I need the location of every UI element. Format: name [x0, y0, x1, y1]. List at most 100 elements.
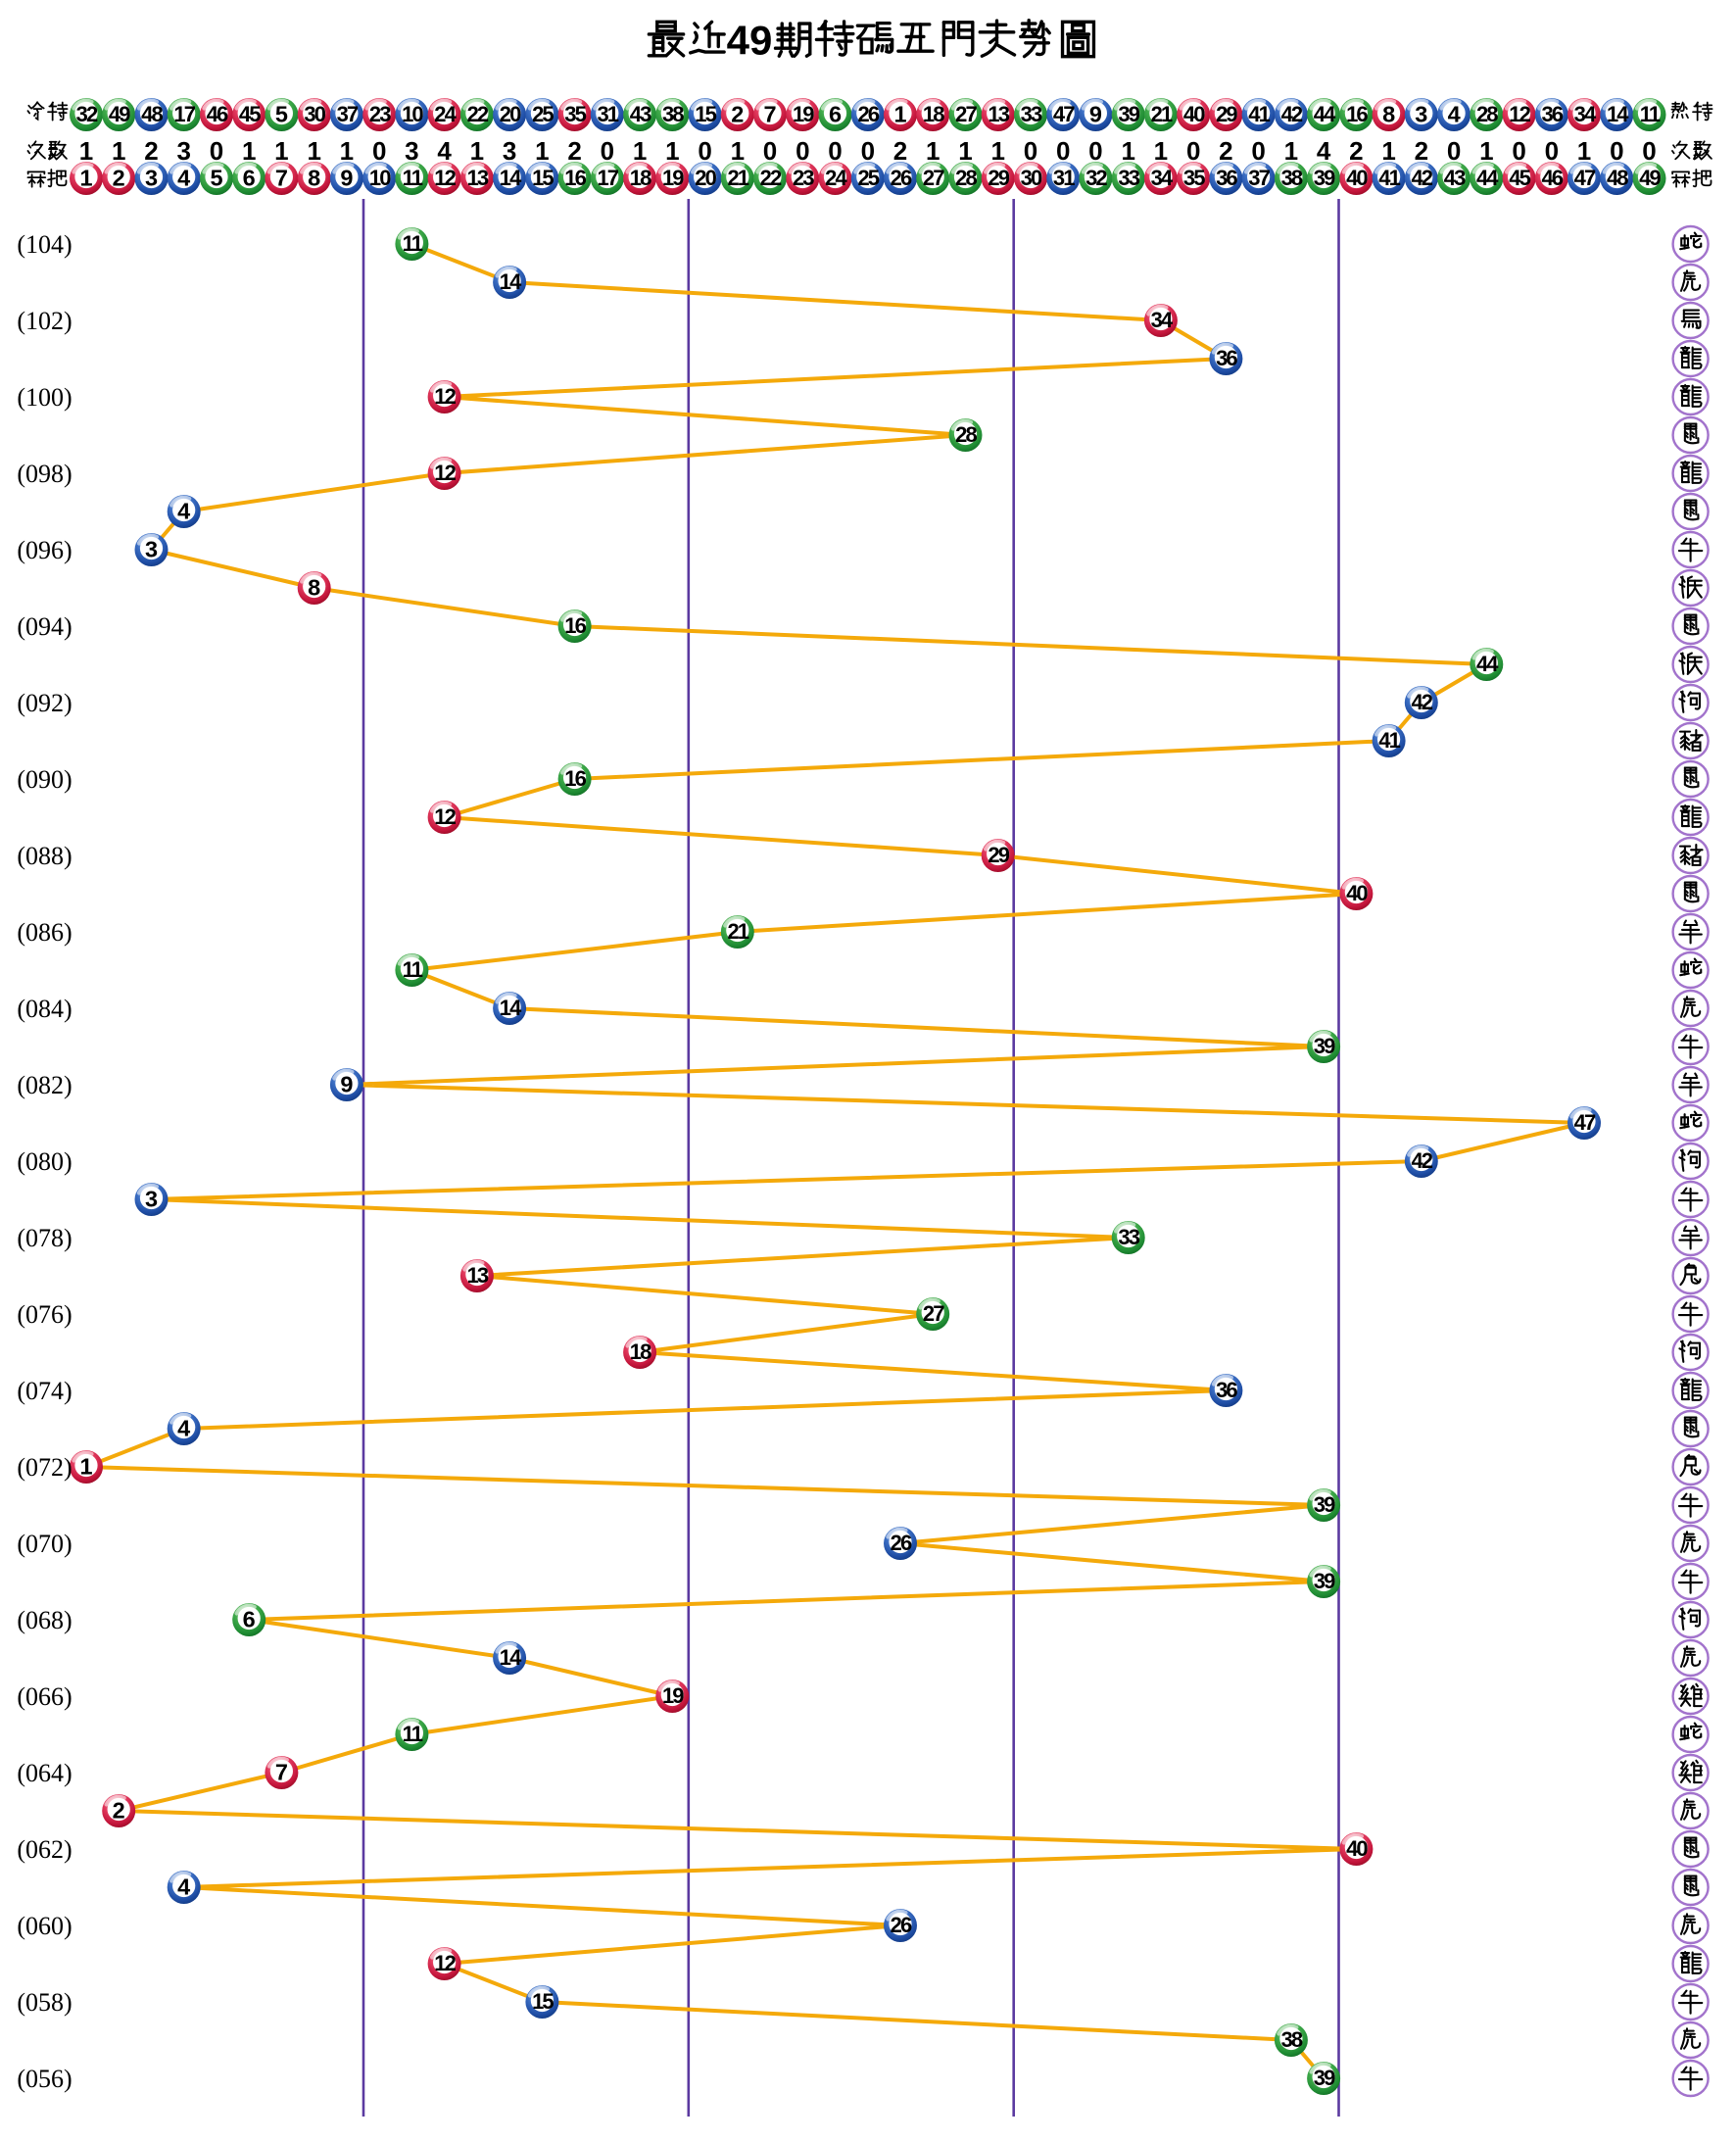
svg-text:33: 33 — [1021, 102, 1042, 126]
svg-text:7: 7 — [763, 102, 776, 127]
svg-text:21: 21 — [727, 919, 748, 944]
svg-text:(058): (058) — [17, 1988, 72, 2017]
svg-text:7: 7 — [275, 166, 288, 191]
svg-text:(090): (090) — [17, 765, 72, 794]
svg-text:12: 12 — [1509, 102, 1530, 126]
svg-text:0: 0 — [210, 136, 223, 166]
svg-text:2: 2 — [1219, 136, 1232, 166]
svg-text:1: 1 — [274, 136, 288, 166]
svg-text:40: 40 — [1346, 166, 1368, 190]
svg-text:1: 1 — [893, 102, 906, 127]
svg-text:16: 16 — [564, 613, 586, 638]
svg-text:26: 26 — [891, 166, 912, 190]
svg-text:15: 15 — [532, 166, 554, 190]
svg-text:(060): (060) — [17, 1912, 72, 1940]
svg-text:42: 42 — [1281, 102, 1303, 126]
svg-text:0: 0 — [601, 136, 614, 166]
svg-text:35: 35 — [564, 102, 586, 126]
svg-text:18: 18 — [630, 166, 651, 190]
svg-text:1: 1 — [1577, 136, 1591, 166]
svg-text:28: 28 — [1476, 102, 1498, 126]
svg-text:8: 8 — [308, 166, 320, 191]
svg-text:2: 2 — [893, 136, 907, 166]
svg-text:(092): (092) — [17, 689, 72, 717]
svg-text:(104): (104) — [17, 230, 72, 259]
svg-text:19: 19 — [662, 166, 684, 190]
svg-text:17: 17 — [597, 166, 618, 190]
svg-text:(088): (088) — [17, 842, 72, 870]
svg-text:(082): (082) — [17, 1071, 72, 1099]
svg-text:8: 8 — [308, 575, 320, 601]
svg-text:45: 45 — [239, 102, 261, 126]
svg-text:33: 33 — [1118, 166, 1139, 190]
svg-text:0: 0 — [861, 136, 875, 166]
svg-text:16: 16 — [564, 166, 586, 190]
svg-text:1: 1 — [79, 166, 92, 191]
svg-text:0: 0 — [1545, 136, 1559, 166]
svg-text:2: 2 — [144, 136, 158, 166]
svg-text:34: 34 — [1151, 308, 1174, 332]
svg-text:12: 12 — [434, 461, 456, 485]
svg-text:26: 26 — [891, 1531, 912, 1555]
svg-text:5: 5 — [275, 102, 288, 127]
svg-text:(076): (076) — [17, 1300, 72, 1329]
svg-text:3: 3 — [145, 1187, 158, 1212]
svg-text:21: 21 — [1151, 102, 1173, 126]
svg-text:11: 11 — [403, 231, 423, 256]
svg-text:8: 8 — [1382, 102, 1395, 127]
svg-text:0: 0 — [796, 136, 809, 166]
svg-text:2: 2 — [1415, 136, 1428, 166]
svg-text:24: 24 — [825, 166, 847, 190]
svg-text:16: 16 — [564, 766, 586, 791]
svg-text:33: 33 — [1118, 1225, 1139, 1249]
svg-text:47: 47 — [1574, 1110, 1596, 1135]
svg-text:27: 27 — [955, 102, 977, 126]
svg-text:20: 20 — [500, 102, 521, 126]
svg-text:19: 19 — [793, 102, 814, 126]
svg-text:4: 4 — [1448, 102, 1461, 127]
svg-text:31: 31 — [1053, 166, 1075, 190]
svg-text:1: 1 — [1284, 136, 1298, 166]
svg-text:25: 25 — [857, 166, 879, 190]
svg-text:1: 1 — [535, 136, 549, 166]
svg-text:20: 20 — [695, 166, 716, 190]
svg-text:1: 1 — [307, 136, 320, 166]
svg-text:46: 46 — [207, 102, 228, 126]
svg-text:(072): (072) — [17, 1453, 72, 1482]
svg-text:12: 12 — [434, 166, 456, 190]
svg-text:4: 4 — [437, 136, 452, 166]
svg-text:4: 4 — [177, 1416, 190, 1441]
svg-text:(078): (078) — [17, 1224, 72, 1252]
svg-text:1: 1 — [1121, 136, 1134, 166]
svg-text:26: 26 — [891, 1913, 912, 1937]
svg-text:1: 1 — [731, 136, 745, 166]
svg-text:36: 36 — [1541, 102, 1563, 126]
svg-text:21: 21 — [727, 166, 748, 190]
svg-text:0: 0 — [1610, 136, 1623, 166]
svg-text:19: 19 — [662, 1683, 684, 1708]
svg-text:29: 29 — [1216, 102, 1237, 126]
svg-text:1: 1 — [926, 136, 940, 166]
svg-text:1: 1 — [633, 136, 647, 166]
svg-text:6: 6 — [243, 1607, 256, 1632]
svg-text:32: 32 — [76, 102, 98, 126]
svg-text:28: 28 — [955, 166, 977, 190]
svg-text:35: 35 — [1183, 166, 1205, 190]
svg-text:36: 36 — [1216, 346, 1237, 370]
svg-text:30: 30 — [1021, 166, 1042, 190]
svg-text:1: 1 — [112, 136, 125, 166]
svg-text:3: 3 — [145, 537, 158, 562]
svg-text:43: 43 — [630, 102, 651, 126]
svg-text:0: 0 — [1447, 136, 1461, 166]
svg-text:5: 5 — [210, 166, 222, 191]
svg-text:49: 49 — [1639, 166, 1661, 190]
svg-text:15: 15 — [695, 102, 716, 126]
svg-text:14: 14 — [500, 996, 522, 1020]
svg-text:39: 39 — [1118, 102, 1139, 126]
svg-text:11: 11 — [403, 166, 423, 190]
svg-text:6: 6 — [243, 166, 256, 191]
svg-text:40: 40 — [1346, 881, 1368, 905]
svg-text:44: 44 — [1476, 652, 1499, 676]
svg-text:2: 2 — [731, 102, 744, 127]
svg-text:3: 3 — [1415, 102, 1427, 127]
